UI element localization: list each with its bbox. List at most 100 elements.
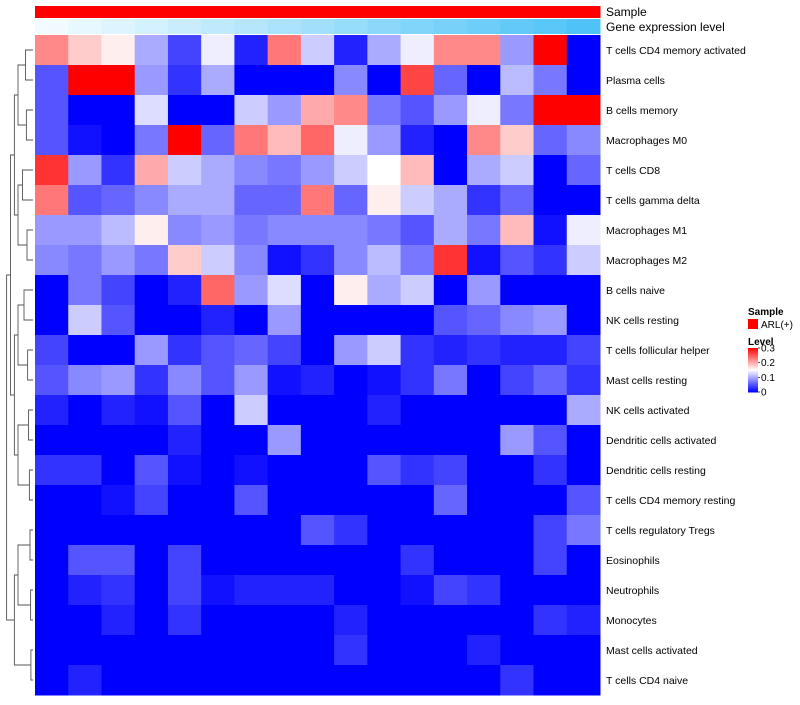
heatmap-cell [500,485,535,516]
heatmap-cell [234,275,269,306]
row-label: T cells regulatory Tregs [606,525,715,537]
heatmap-cell [267,545,302,576]
legend-color-step [748,379,758,382]
heatmap-cell [334,635,368,666]
heatmap-cell [201,305,235,336]
heatmap-cell [234,185,269,216]
legend-level-title: Level [748,337,774,348]
heatmap-cell [134,365,169,396]
heatmap-cell [300,95,335,126]
heatmap-cell [533,155,568,186]
heatmap-cell [566,95,601,126]
legend-tick-label: 0.1 [761,373,775,384]
sample-annotation-cell [533,6,568,18]
legend-tick-label: 0.2 [761,358,775,369]
heatmap-cell [201,575,235,606]
row-label: T cells CD4 memory activated [606,45,746,57]
heatmap-cell [35,455,69,486]
heatmap-cell [68,185,102,216]
heatmap-cell [566,635,601,666]
gene-expression-annotation-cell [101,19,136,34]
heatmap-cell [533,605,568,636]
heatmap-cell [367,215,402,246]
heatmap-cell [500,245,535,276]
heatmap-cell [300,155,335,186]
heatmap-cell [201,455,235,486]
heatmap-cell [400,515,435,546]
gene-expression-annotation-cell [267,19,302,34]
heatmap-cell [35,335,69,366]
dendrogram-branch [30,589,33,621]
legend-color-step [748,373,758,375]
heatmap-cell [167,605,202,636]
heatmap-cell [566,575,601,606]
heatmap-cell [35,515,69,546]
heatmap-cell [167,635,202,666]
heatmap-cell [68,245,102,276]
column-annotations [35,6,601,34]
heatmap-cell [167,215,202,246]
heatmap-cell [68,155,102,186]
heatmap-cell [234,425,269,456]
heatmap-cell [500,275,535,306]
heatmap-cell [334,275,368,306]
heatmap-cell [35,395,69,426]
heatmap-cell [367,65,402,96]
heatmap-cell [201,485,235,516]
heatmap-cell [68,305,102,336]
heatmap-cell [68,335,102,366]
heatmap-cell [566,455,601,486]
heatmap-cell [300,545,335,576]
heatmap-cell [101,185,136,216]
dendrogram-branch [30,649,33,681]
legend-sample-entry: ARL(+) [761,320,793,331]
heatmap-cell [167,575,202,606]
legend-color-step [748,353,758,356]
heatmap-cell [334,155,368,186]
heatmap-cell [300,65,335,96]
heatmap-cell [201,665,235,696]
heatmap-cell [35,485,69,516]
legend-color-step [748,390,758,393]
heatmap-cell [201,155,235,186]
heatmap-cell [101,455,136,486]
heatmap-cell [201,635,235,666]
gene-expression-annotation-cell [35,19,69,34]
heatmap-cell [367,185,402,216]
heatmap-cell [300,245,335,276]
heatmap-cell [167,155,202,186]
row-label: T cells gamma delta [606,195,700,207]
legend-color-step [748,377,758,380]
heatmap-cell [467,575,501,606]
heatmap-cell [400,575,435,606]
heatmap-cell [467,335,501,366]
heatmap-cell [134,125,169,156]
sample-annotation-cell [433,6,468,18]
heatmap-cell [68,455,102,486]
gene-expression-annotation-cell [400,19,435,34]
heatmap-cell [400,215,435,246]
heatmap-cell [134,665,169,696]
heatmap-cell [167,185,202,216]
heatmap-cell [201,35,235,66]
legend-color-step [748,365,758,368]
heatmap-cell [367,485,402,516]
heatmap-cell [367,575,402,606]
row-label: NK cells activated [606,405,690,417]
row-label: Monocytes [606,615,657,627]
heatmap-cell [167,125,202,156]
gene-expression-annotation-cell [533,19,568,34]
heatmap-cell [201,545,235,576]
sample-annotation-cell [500,6,535,18]
heatmap-cell [101,515,136,546]
heatmap-cell [334,335,368,366]
row-label: B cells memory [606,105,679,117]
heatmap-cell [267,575,302,606]
sample-annotation-cell [101,6,136,18]
heatmap-cell [467,515,501,546]
legend-color-step [748,375,758,378]
heatmap-cell [35,155,69,186]
heatmap-cell [68,425,102,456]
heatmap-cell [400,155,435,186]
